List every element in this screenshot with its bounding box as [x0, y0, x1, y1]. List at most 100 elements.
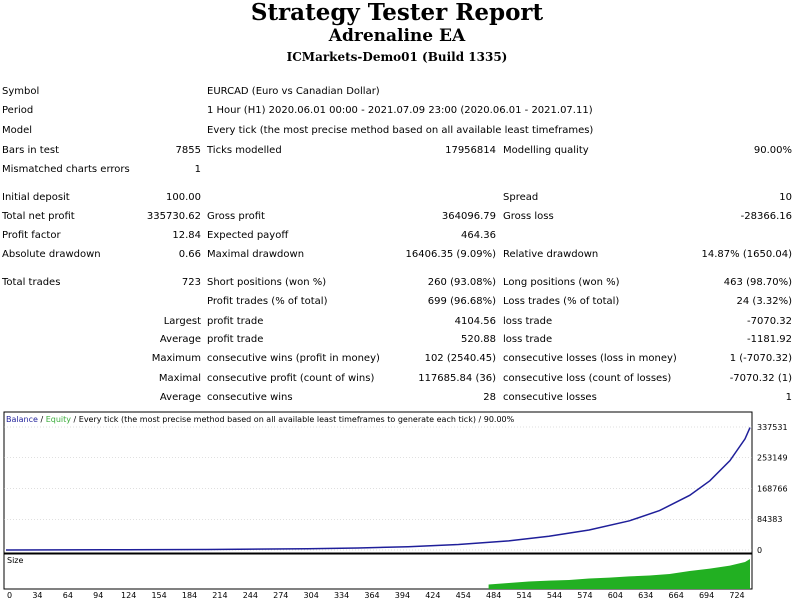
average-profit-value: 520.88	[461, 334, 496, 345]
spread-value: 10	[779, 192, 792, 203]
x-tick-label: 154	[151, 591, 166, 600]
x-tick-label: 0	[7, 591, 12, 600]
legend-sep: /	[38, 415, 46, 424]
largest-loss-label: loss trade	[503, 316, 553, 327]
ticks-value: 17956814	[445, 145, 496, 156]
x-tick-label: 604	[608, 591, 623, 600]
average-loss-value: -1181.92	[747, 334, 792, 345]
loss-trades-value: 24 (3.32%)	[736, 296, 792, 307]
quality-label: Modelling quality	[503, 145, 589, 156]
largest-profit-label: profit trade	[207, 316, 264, 327]
size-histogram	[488, 559, 750, 589]
bars-label: Bars in test	[2, 145, 59, 156]
maximum-label: Maximum	[151, 353, 201, 364]
avg-wins-label: consecutive wins	[207, 392, 293, 403]
gross-loss-value: -28366.16	[740, 211, 792, 222]
size-label: Size	[7, 556, 24, 565]
x-tick-label: 304	[304, 591, 319, 600]
rel-drawdown-value: 14.87% (1650.04)	[701, 249, 792, 260]
quality-value: 90.00%	[753, 145, 792, 156]
legend-equity: Equity	[46, 415, 72, 424]
x-tick-label: 484	[486, 591, 501, 600]
x-tick-label: 574	[577, 591, 592, 600]
initial-deposit-label: Initial deposit	[2, 192, 70, 203]
avg-losses-label: consecutive losses	[503, 392, 597, 403]
total-trades-label: Total trades	[2, 277, 61, 288]
long-positions-label: Long positions (won %)	[503, 277, 620, 288]
x-tick-label: 34	[32, 591, 42, 600]
average-loss-label: loss trade	[503, 334, 553, 345]
max-loss-value: -7070.32 (1)	[729, 373, 792, 384]
mismatch-label: Mismatched charts errors	[2, 164, 130, 175]
max-losses-value: 1 (-7070.32)	[729, 353, 792, 364]
net-profit-label: Total net profit	[2, 211, 75, 222]
average-label: Average	[159, 334, 201, 345]
x-tick-label: 454	[456, 591, 471, 600]
max-loss-label: consecutive loss (count of losses)	[503, 373, 672, 384]
spread-label: Spread	[503, 192, 539, 203]
symbol-label: Symbol	[2, 86, 40, 97]
ticks-label: Ticks modelled	[207, 145, 282, 156]
long-positions-value: 463 (98.70%)	[723, 277, 792, 288]
short-positions-value: 260 (93.08%)	[427, 277, 496, 288]
x-tick-label: 214	[212, 591, 227, 600]
largest-loss-value: -7070.32	[747, 316, 792, 327]
y-tick-label: 253149	[757, 454, 788, 463]
model-label: Model	[2, 125, 33, 136]
max-losses-label: consecutive losses (loss in money)	[503, 353, 677, 364]
average-profit-label: profit trade	[207, 334, 264, 345]
x-tick-label: 334	[334, 591, 349, 600]
y-tick-label: 337531	[757, 423, 788, 432]
x-tick-label: 184	[182, 591, 197, 600]
bars-value: 7855	[175, 145, 201, 156]
y-tick-labels: 337531 253149 168766 84383 0	[757, 423, 788, 555]
expected-payoff-label: Expected payoff	[207, 230, 289, 241]
short-positions-label: Short positions (won %)	[207, 277, 327, 288]
x-tick-label: 124	[121, 591, 136, 600]
abs-drawdown-label: Absolute drawdown	[2, 249, 101, 260]
x-tick-label: 364	[364, 591, 379, 600]
profit-trades-label: Profit trades (% of total)	[207, 296, 328, 307]
x-tick-label: 94	[93, 591, 103, 600]
x-tick-label: 544	[547, 591, 562, 600]
model-value: Every tick (the most precise method base…	[207, 125, 594, 136]
maximal-label: Maximal	[158, 373, 201, 384]
avg-wins-value: 28	[483, 392, 496, 403]
avg-losses-value: 1	[785, 392, 792, 403]
x-tick-label: 424	[425, 591, 440, 600]
total-trades-value: 723	[181, 277, 201, 288]
legend-desc: / Every tick (the most precise method ba…	[71, 415, 515, 424]
x-tick-label: 394	[395, 591, 410, 600]
period-label: Period	[2, 105, 34, 116]
period-value: 1 Hour (H1) 2020.06.01 00:00 - 2021.07.0…	[207, 105, 593, 116]
rel-drawdown-label: Relative drawdown	[503, 249, 599, 260]
profit-trades-value: 699 (96.68%)	[427, 296, 496, 307]
mismatch-value: 1	[194, 164, 201, 175]
x-tick-label: 634	[638, 591, 653, 600]
abs-drawdown-value: 0.66	[178, 249, 201, 260]
x-tick-label: 724	[729, 591, 744, 600]
server-build: ICMarkets-Demo01 (Build 1335)	[286, 50, 508, 64]
max-wins-value: 102 (2540.45)	[424, 353, 496, 364]
x-tick-label: 664	[669, 591, 684, 600]
series-line-balance	[5, 427, 751, 551]
expected-payoff-value: 464.36	[461, 230, 496, 241]
x-tick-label: 274	[273, 591, 288, 600]
y-tick-label: 168766	[757, 484, 788, 493]
gross-loss-label: Gross loss	[503, 211, 554, 222]
balance-chart: Balance / Equity / Every tick (the most …	[0, 409, 794, 600]
y-tick-label: 0	[757, 546, 762, 555]
max-wins-label: consecutive wins (profit in money)	[207, 353, 380, 364]
loss-trades-label: Loss trades (% of total)	[503, 296, 620, 307]
report-title: Strategy Tester Report	[250, 0, 544, 26]
symbol-value: EURCAD (Euro vs Canadian Dollar)	[207, 86, 380, 97]
x-tick-label: 694	[699, 591, 714, 600]
legend-balance: Balance	[6, 415, 38, 424]
ea-name: Adrenaline EA	[328, 26, 466, 46]
initial-deposit-value: 100.00	[166, 192, 201, 203]
x-tick-labels: 0 34 64 94 124 154 184 214 244 274 304 334 364 394 424…	[7, 591, 745, 600]
y-tick-label: 84383	[757, 515, 782, 524]
max-profit-value: 117685.84 (36)	[418, 373, 496, 384]
x-tick-label: 514	[516, 591, 531, 600]
largest-label: Largest	[163, 316, 201, 327]
